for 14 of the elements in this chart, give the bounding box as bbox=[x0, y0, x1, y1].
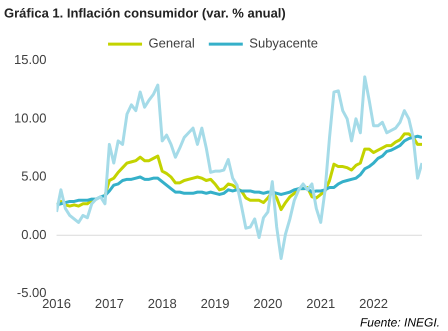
y-tick-label: 0.00 bbox=[21, 226, 47, 242]
x-tick-label: 2017 bbox=[94, 296, 124, 311]
legend-label: General bbox=[148, 36, 195, 51]
x-tick-label: 2021 bbox=[306, 296, 336, 311]
x-tick-label: 2019 bbox=[200, 296, 230, 311]
y-tick-label: 10.00 bbox=[14, 110, 47, 126]
x-tick-label: 2018 bbox=[148, 296, 177, 311]
source-note: Fuente: INEGI. bbox=[360, 315, 440, 330]
x-tick-label: 2022 bbox=[359, 296, 388, 311]
x-tick-label: 2020 bbox=[253, 296, 282, 311]
chart-title: Gráfica 1. Inflación consumidor (var. % anual) bbox=[4, 5, 286, 20]
y-tick-label: 5.00 bbox=[21, 168, 47, 184]
y-tick-label: 15.00 bbox=[14, 52, 47, 68]
legend-label: Subyacente bbox=[249, 36, 318, 51]
